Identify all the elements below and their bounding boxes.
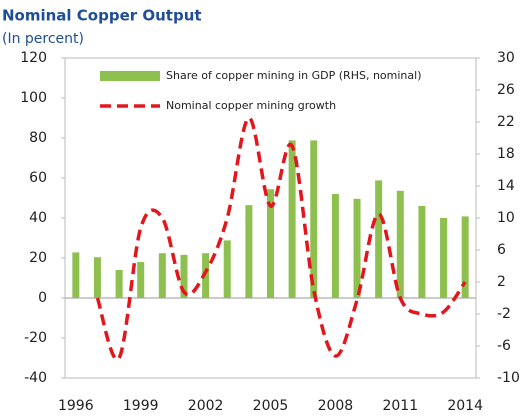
y-tick-label: 40 xyxy=(29,210,47,226)
bar xyxy=(245,205,253,298)
x-tick-label: 2002 xyxy=(188,398,224,414)
x-tick-label: 2011 xyxy=(382,398,418,414)
legend-label: Nominal copper mining growth xyxy=(166,99,336,112)
bar xyxy=(331,194,339,298)
bar xyxy=(158,253,166,298)
x-tick-label: 2014 xyxy=(447,398,483,414)
y2-tick-label: -2 xyxy=(497,306,511,322)
bar xyxy=(310,140,318,298)
bar xyxy=(375,180,383,298)
y2-tick-label: 10 xyxy=(497,210,515,226)
y2-tick-label: 14 xyxy=(497,178,515,194)
legend-label: Share of copper mining in GDP (RHS, nomi… xyxy=(166,69,421,82)
y-tick-label: 80 xyxy=(29,130,47,146)
bar xyxy=(461,216,469,298)
bar xyxy=(72,252,80,298)
y2-tick-label: 18 xyxy=(497,146,515,162)
bar xyxy=(223,240,231,298)
y-tick-label: 120 xyxy=(20,50,47,66)
bar xyxy=(440,218,448,298)
y-tick-label: 0 xyxy=(38,290,47,306)
y2-tick-label: -6 xyxy=(497,338,511,354)
y-tick-label: -20 xyxy=(24,330,47,346)
y2-tick-label: 30 xyxy=(497,50,515,66)
chart-title: Nominal Copper Output xyxy=(2,7,202,25)
y-tick-label: 60 xyxy=(29,170,47,186)
bar xyxy=(115,270,123,298)
x-tick-label: 1999 xyxy=(123,398,159,414)
bar xyxy=(180,254,188,298)
bar xyxy=(288,140,296,298)
bar xyxy=(353,198,361,298)
bar xyxy=(93,257,101,298)
bar xyxy=(267,189,274,298)
x-tick-label: 2008 xyxy=(318,398,354,414)
x-tick-label: 1996 xyxy=(58,398,94,414)
bar xyxy=(418,206,426,298)
y2-tick-label: 2 xyxy=(497,274,506,290)
y-tick-label: -40 xyxy=(24,370,47,386)
chart-subtitle: (In percent) xyxy=(2,31,84,47)
y2-tick-label: 26 xyxy=(497,82,515,98)
line xyxy=(95,116,467,362)
y-tick-label: 20 xyxy=(29,250,47,266)
y2-tick-label: 6 xyxy=(497,242,506,258)
bar xyxy=(137,262,145,298)
x-tick-label: 2005 xyxy=(253,398,289,414)
y2-tick-label: 22 xyxy=(497,114,515,130)
y-tick-label: 100 xyxy=(20,90,47,106)
legend-swatch xyxy=(100,71,160,81)
bar xyxy=(396,190,404,298)
y2-tick-label: -10 xyxy=(497,370,520,386)
bar xyxy=(202,253,210,298)
